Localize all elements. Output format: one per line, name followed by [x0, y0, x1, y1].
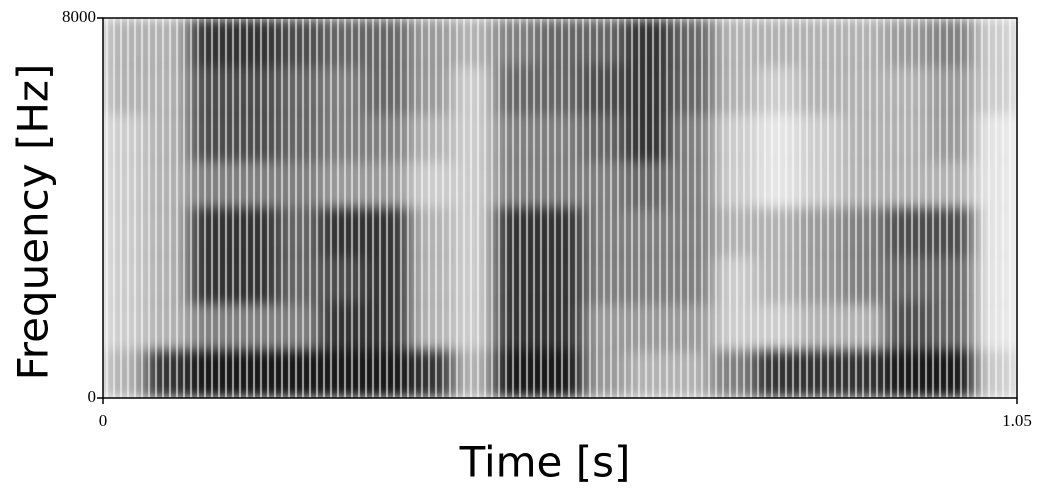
x-tick-label: 0: [99, 411, 108, 430]
y-axis-label: Frequency [Hz]: [9, 64, 58, 381]
y-tick-label: 8000: [62, 7, 96, 26]
x-axis-label: Time [s]: [459, 438, 631, 487]
plot-frame: [102, 17, 1018, 399]
striation: [103, 18, 1017, 398]
y-tick-label: 0: [88, 387, 97, 406]
x-tick-label: 1.05: [1002, 411, 1032, 430]
